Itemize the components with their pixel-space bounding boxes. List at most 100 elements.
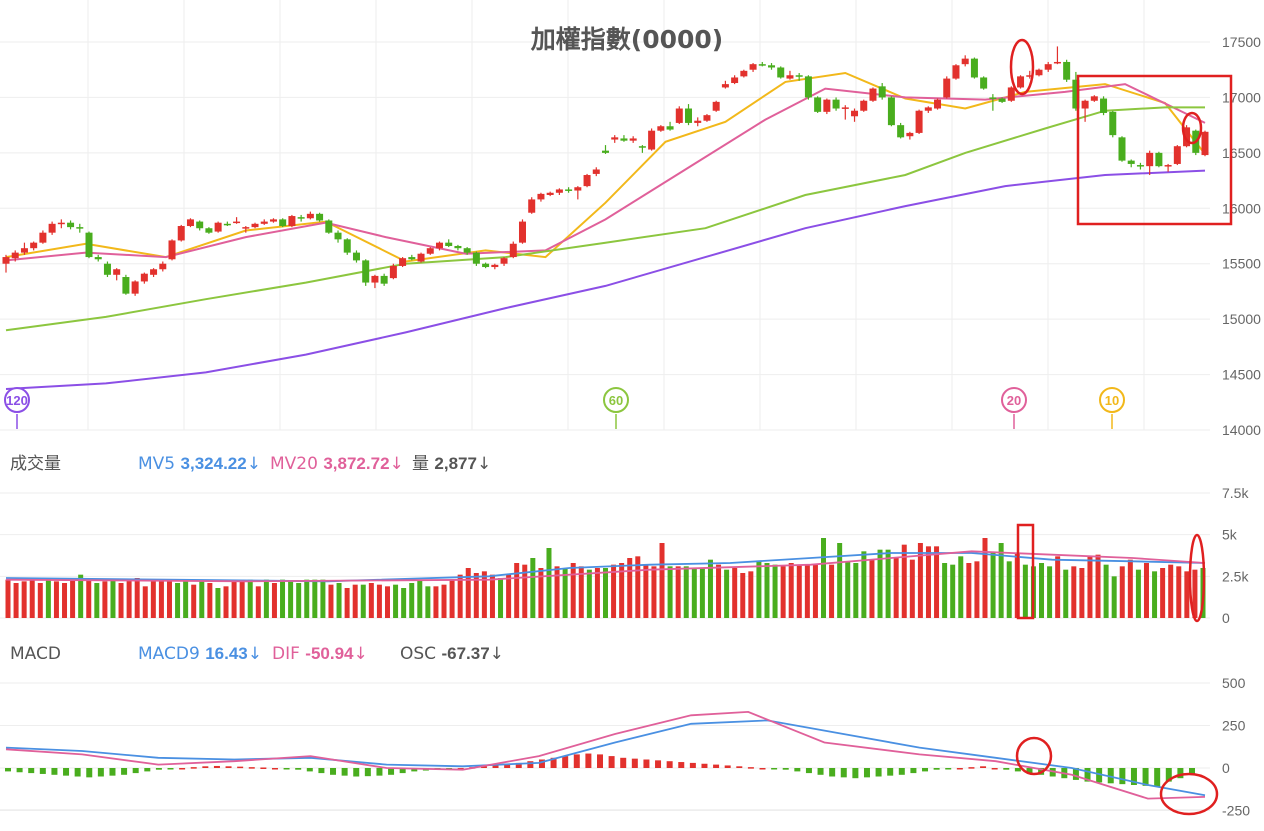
candle-body — [869, 88, 877, 101]
osc-bar — [1096, 768, 1103, 783]
candle-body — [279, 219, 287, 227]
volume-bar — [699, 568, 705, 618]
osc-bar — [202, 766, 209, 768]
volume-bar — [78, 574, 84, 618]
candle-body — [970, 58, 978, 78]
candle-body — [583, 175, 591, 187]
volume-bar — [538, 568, 544, 618]
volume-bar — [158, 581, 164, 618]
candle-body — [168, 240, 176, 260]
volume-bar — [441, 584, 447, 618]
candle-body — [150, 269, 158, 275]
osc-bar — [330, 768, 337, 775]
volume-bar — [901, 544, 907, 618]
volume-bar — [1095, 554, 1101, 618]
volume-bar — [1192, 569, 1198, 618]
osc-bar — [759, 768, 766, 770]
osc-bar — [713, 764, 720, 768]
candle-body — [371, 275, 379, 283]
candle-body — [39, 232, 47, 243]
osc-bar — [399, 768, 406, 774]
volume-bar — [546, 548, 552, 618]
osc-bar — [388, 768, 395, 775]
volume-bar — [570, 563, 576, 618]
osc-bar — [260, 767, 267, 769]
osc-bar — [1014, 768, 1021, 772]
volume-bar — [481, 571, 487, 618]
volume-bar — [804, 564, 810, 618]
osc-bar — [5, 768, 11, 772]
volume-bar — [457, 574, 463, 618]
badge-label: 10 — [1105, 393, 1119, 408]
volume-bar — [974, 561, 980, 618]
annotations — [1009, 38, 1233, 816]
candle-body — [703, 115, 711, 121]
osc-bar — [16, 768, 23, 773]
candle-body — [860, 100, 868, 111]
volume-bar — [433, 586, 439, 618]
volume-bar — [288, 581, 294, 618]
volume-bar — [1103, 564, 1109, 618]
candle-body — [1201, 131, 1209, 156]
osc-bar — [318, 768, 325, 774]
candle-body — [334, 232, 342, 240]
legend-label: MV20 3,872.72↓ — [270, 454, 404, 474]
candle-body — [94, 257, 102, 260]
macd-panel-label: MACD — [10, 644, 61, 664]
volume-bar — [716, 564, 722, 618]
volume-bar — [312, 579, 318, 618]
macd-tick-label: -250 — [1222, 803, 1250, 819]
osc-bar — [271, 768, 278, 770]
candle-body — [1035, 69, 1043, 76]
volume-bar — [772, 564, 778, 618]
candle-body — [694, 120, 702, 123]
candle-body — [1026, 75, 1034, 77]
legend-value: 16.43 — [205, 644, 248, 663]
price-tick-label: 15500 — [1222, 256, 1261, 272]
candle-body — [454, 245, 462, 249]
volume-bar — [393, 584, 399, 618]
osc-bar — [213, 765, 220, 768]
volume-bar — [223, 586, 229, 618]
volume-bar — [473, 573, 479, 618]
volume-bar — [764, 563, 770, 618]
candle-body — [934, 99, 942, 109]
volume-bar — [885, 549, 891, 618]
volume-bar — [796, 564, 802, 618]
chart-title: 加權指數(0000) — [530, 25, 723, 54]
candle-body — [251, 223, 259, 228]
candle-body — [380, 275, 388, 284]
candle-body — [1155, 152, 1163, 167]
candle-body — [343, 239, 351, 253]
volume-bar — [748, 571, 754, 618]
volume-bar — [207, 583, 213, 618]
candle-body — [841, 107, 849, 109]
badge-circle — [4, 387, 30, 413]
candle-body — [518, 221, 526, 243]
volume-panel-label: 成交量 — [10, 454, 61, 474]
osc-bar — [353, 768, 360, 777]
volume-bar — [732, 568, 738, 618]
candle-body — [1127, 160, 1135, 164]
volume-bar — [837, 543, 843, 618]
candle-body — [214, 222, 222, 232]
volume-bar — [869, 559, 875, 618]
candle-body — [666, 126, 674, 130]
volume-bar — [740, 573, 746, 618]
volume-bar — [1022, 564, 1028, 618]
volume-bar — [925, 546, 931, 618]
candle-body — [832, 99, 840, 109]
candle-body — [592, 169, 600, 174]
volume-bar — [780, 566, 786, 618]
candle-body — [30, 242, 38, 249]
volume-bar — [934, 546, 940, 618]
osc-bar — [457, 768, 464, 770]
volume-bar — [1119, 566, 1125, 618]
candle-body — [85, 232, 93, 258]
osc-bar — [655, 760, 662, 768]
volume-bar — [1168, 564, 1174, 618]
candle-body — [851, 110, 859, 117]
volume-bar — [1079, 568, 1085, 618]
badge-circle — [603, 387, 629, 413]
volume-bar — [328, 584, 334, 618]
